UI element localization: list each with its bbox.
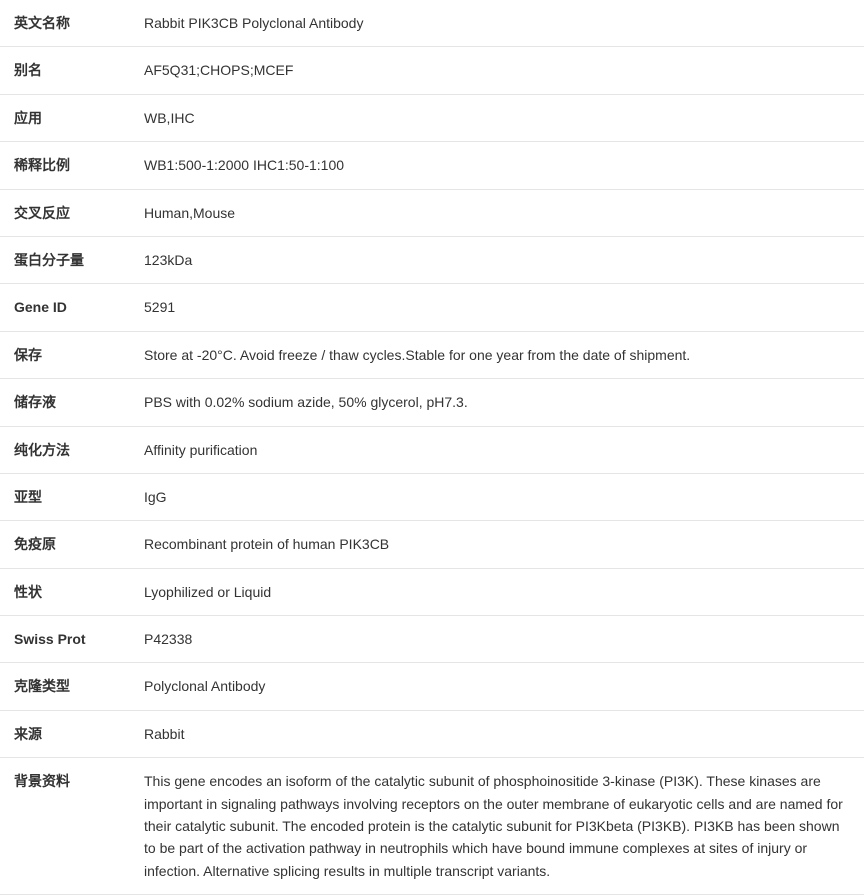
spec-value: This gene encodes an isoform of the cata… <box>130 758 864 895</box>
spec-value: Rabbit PIK3CB Polyclonal Antibody <box>130 0 864 47</box>
spec-value: WB,IHC <box>130 94 864 141</box>
spec-label: 稀释比例 <box>0 142 130 189</box>
spec-label: Swiss Prot <box>0 616 130 663</box>
spec-label: 来源 <box>0 710 130 757</box>
spec-label: 应用 <box>0 94 130 141</box>
spec-value: WB1:500-1:2000 IHC1:50-1:100 <box>130 142 864 189</box>
spec-row: 蛋白分子量123kDa <box>0 236 864 283</box>
spec-row: 稀释比例WB1:500-1:2000 IHC1:50-1:100 <box>0 142 864 189</box>
spec-value: 123kDa <box>130 236 864 283</box>
spec-label: 英文名称 <box>0 0 130 47</box>
spec-value: Rabbit <box>130 710 864 757</box>
spec-label: 别名 <box>0 47 130 94</box>
spec-row: 性状Lyophilized or Liquid <box>0 568 864 615</box>
spec-label: 交叉反应 <box>0 189 130 236</box>
spec-row: 克隆类型Polyclonal Antibody <box>0 663 864 710</box>
spec-value: P42338 <box>130 616 864 663</box>
spec-value: Affinity purification <box>130 426 864 473</box>
spec-row: 保存Store at -20°C. Avoid freeze / thaw cy… <box>0 331 864 378</box>
spec-label: 性状 <box>0 568 130 615</box>
spec-value: 5291 <box>130 284 864 331</box>
spec-value: Human,Mouse <box>130 189 864 236</box>
spec-value: Lyophilized or Liquid <box>130 568 864 615</box>
spec-label: Gene ID <box>0 284 130 331</box>
spec-value: Polyclonal Antibody <box>130 663 864 710</box>
spec-label: 保存 <box>0 331 130 378</box>
spec-label: 亚型 <box>0 473 130 520</box>
spec-row: Gene ID5291 <box>0 284 864 331</box>
spec-label: 背景资料 <box>0 758 130 895</box>
spec-row: 背景资料This gene encodes an isoform of the … <box>0 758 864 895</box>
spec-value: PBS with 0.02% sodium azide, 50% glycero… <box>130 379 864 426</box>
spec-row: 免疫原Recombinant protein of human PIK3CB <box>0 521 864 568</box>
spec-row: 交叉反应Human,Mouse <box>0 189 864 236</box>
spec-value: Recombinant protein of human PIK3CB <box>130 521 864 568</box>
spec-row: 来源Rabbit <box>0 710 864 757</box>
spec-table-body: 英文名称Rabbit PIK3CB Polyclonal Antibody别名A… <box>0 0 864 895</box>
spec-label: 纯化方法 <box>0 426 130 473</box>
spec-label: 克隆类型 <box>0 663 130 710</box>
spec-row: 别名AF5Q31;CHOPS;MCEF <box>0 47 864 94</box>
spec-label: 储存液 <box>0 379 130 426</box>
spec-row: 储存液PBS with 0.02% sodium azide, 50% glyc… <box>0 379 864 426</box>
spec-label: 蛋白分子量 <box>0 236 130 283</box>
spec-value: AF5Q31;CHOPS;MCEF <box>130 47 864 94</box>
spec-value: IgG <box>130 473 864 520</box>
spec-row: 应用WB,IHC <box>0 94 864 141</box>
spec-row: 亚型IgG <box>0 473 864 520</box>
spec-row: 纯化方法Affinity purification <box>0 426 864 473</box>
spec-table: 英文名称Rabbit PIK3CB Polyclonal Antibody别名A… <box>0 0 864 895</box>
spec-label: 免疫原 <box>0 521 130 568</box>
spec-row: 英文名称Rabbit PIK3CB Polyclonal Antibody <box>0 0 864 47</box>
spec-value: Store at -20°C. Avoid freeze / thaw cycl… <box>130 331 864 378</box>
spec-row: Swiss ProtP42338 <box>0 616 864 663</box>
